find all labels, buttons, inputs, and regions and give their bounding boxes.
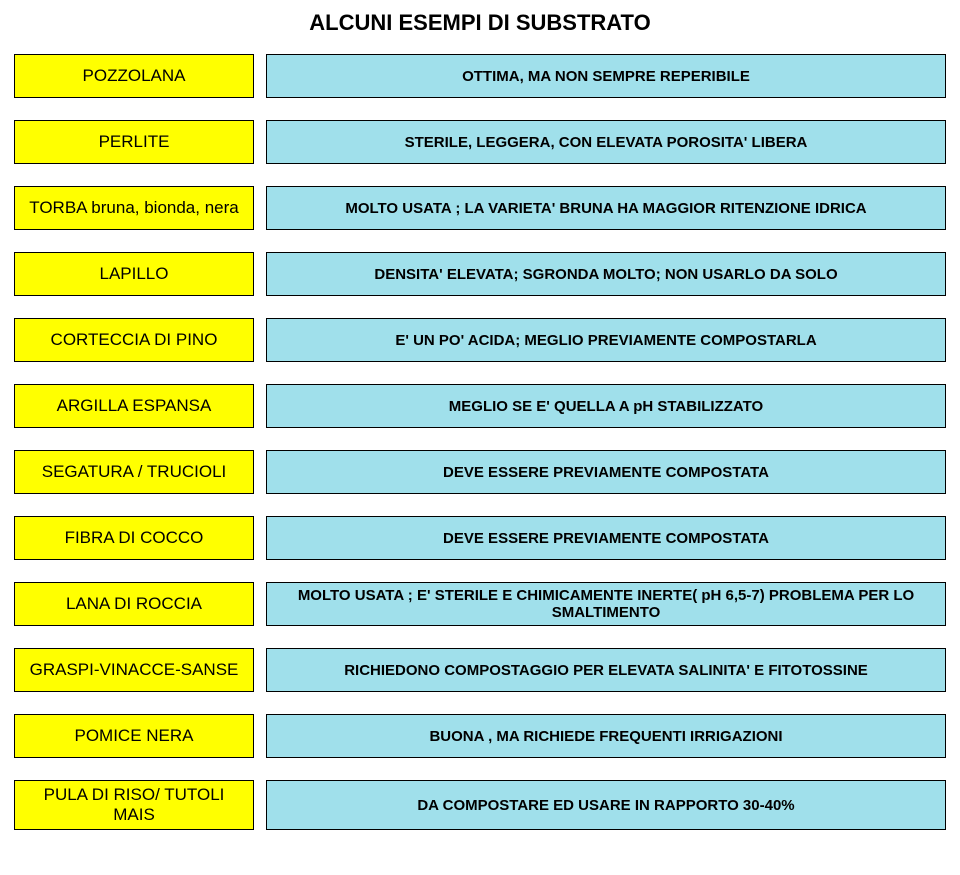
substrate-name: POMICE NERA bbox=[14, 714, 254, 758]
substrate-table: POZZOLANA OTTIMA, MA NON SEMPRE REPERIBIL… bbox=[14, 54, 946, 830]
substrate-description: RICHIEDONO COMPOSTAGGIO PER ELEVATA SALI… bbox=[266, 648, 946, 692]
substrate-description: OTTIMA, MA NON SEMPRE REPERIBILE bbox=[266, 54, 946, 98]
substrate-name: PERLITE bbox=[14, 120, 254, 164]
table-row: GRASPI-VINACCE-SANSE RICHIEDONO COMPOSTAG… bbox=[14, 648, 946, 692]
table-row: CORTECCIA DI PINO E' UN PO' ACIDA; MEGLIO… bbox=[14, 318, 946, 362]
substrate-description: MOLTO USATA ; E' STERILE E CHIMICAMENTE … bbox=[266, 582, 946, 626]
substrate-description: DEVE ESSERE PREVIAMENTE COMPOSTATA bbox=[266, 450, 946, 494]
table-row: PERLITE STERILE, LEGGERA, CON ELEVATA POR… bbox=[14, 120, 946, 164]
substrate-name: TORBA bruna, bionda, nera bbox=[14, 186, 254, 230]
substrate-name: ARGILLA ESPANSA bbox=[14, 384, 254, 428]
substrate-name: LANA DI ROCCIA bbox=[14, 582, 254, 626]
substrate-description: BUONA , MA RICHIEDE FREQUENTI IRRIGAZION… bbox=[266, 714, 946, 758]
substrate-description: MEGLIO SE E' QUELLA A pH STABILIZZATO bbox=[266, 384, 946, 428]
substrate-description: DA COMPOSTARE ED USARE IN RAPPORTO 30-40… bbox=[266, 780, 946, 830]
substrate-name: GRASPI-VINACCE-SANSE bbox=[14, 648, 254, 692]
substrate-name: CORTECCIA DI PINO bbox=[14, 318, 254, 362]
table-row: LANA DI ROCCIA MOLTO USATA ; E' STERILE E… bbox=[14, 582, 946, 626]
substrate-description: DENSITA' ELEVATA; SGRONDA MOLTO; NON USA… bbox=[266, 252, 946, 296]
substrate-name: POZZOLANA bbox=[14, 54, 254, 98]
table-row: POZZOLANA OTTIMA, MA NON SEMPRE REPERIBIL… bbox=[14, 54, 946, 98]
substrate-name: LAPILLO bbox=[14, 252, 254, 296]
substrate-name: FIBRA DI COCCO bbox=[14, 516, 254, 560]
table-row: FIBRA DI COCCO DEVE ESSERE PREVIAMENTE CO… bbox=[14, 516, 946, 560]
table-row: PULA DI RISO/ TUTOLI MAISDA COMPOSTARE E… bbox=[14, 780, 946, 830]
substrate-description: STERILE, LEGGERA, CON ELEVATA POROSITA' … bbox=[266, 120, 946, 164]
substrate-name: PULA DI RISO/ TUTOLI MAIS bbox=[14, 780, 254, 830]
substrate-description: MOLTO USATA ; LA VARIETA' BRUNA HA MAGGI… bbox=[266, 186, 946, 230]
substrate-name: SEGATURA / TRUCIOLI bbox=[14, 450, 254, 494]
substrate-description: DEVE ESSERE PREVIAMENTE COMPOSTATA bbox=[266, 516, 946, 560]
table-row: POMICE NERA BUONA , MA RICHIEDE FREQUENTI… bbox=[14, 714, 946, 758]
substrate-description: E' UN PO' ACIDA; MEGLIO PREVIAMENTE COMP… bbox=[266, 318, 946, 362]
page-title: ALCUNI ESEMPI DI SUBSTRATO bbox=[14, 10, 946, 36]
table-row: TORBA bruna, bionda, nera MOLTO USATA ; L… bbox=[14, 186, 946, 230]
table-row: SEGATURA / TRUCIOLI DEVE ESSERE PREVIAMEN… bbox=[14, 450, 946, 494]
table-row: LAPILLO DENSITA' ELEVATA; SGRONDA MOLTO; … bbox=[14, 252, 946, 296]
table-row: ARGILLA ESPANSA MEGLIO SE E' QUELLA A pH … bbox=[14, 384, 946, 428]
